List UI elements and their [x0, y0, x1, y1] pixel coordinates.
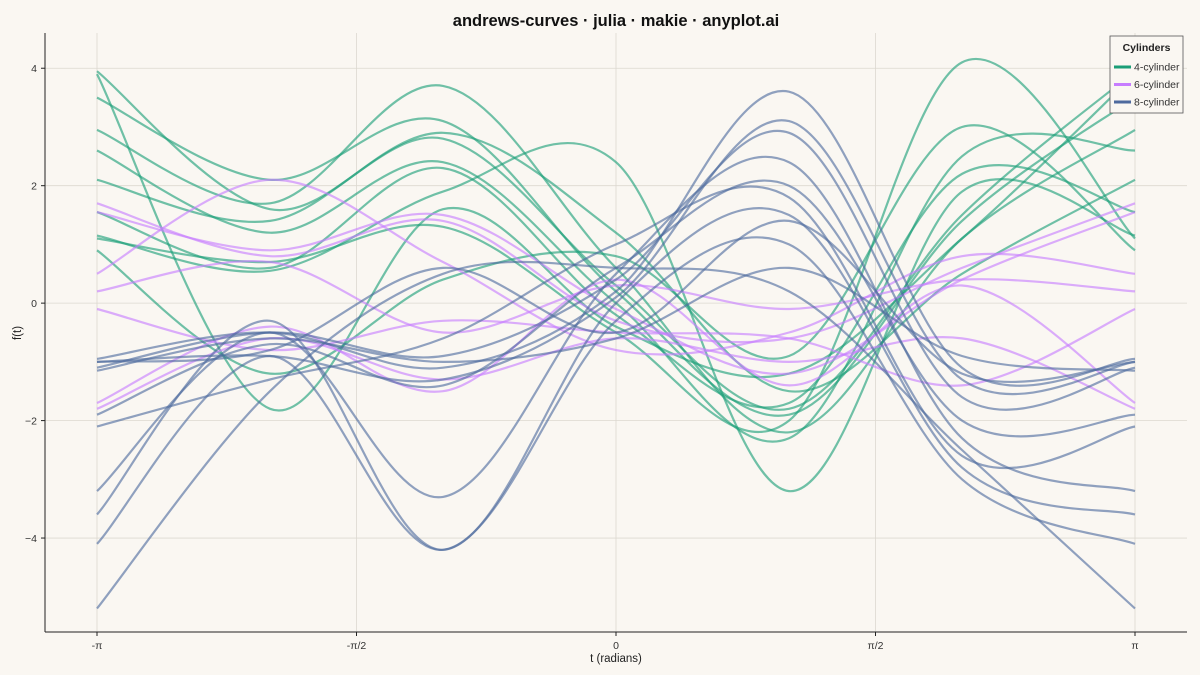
curve-8-cylinder-25 [96, 260, 1136, 610]
legend-title: Cylinders [1123, 42, 1171, 54]
x-tick-label-0: -π [92, 640, 103, 652]
legend-label-8-cylinder: 8-cylinder [1134, 97, 1180, 109]
y-tick-label-3: −2 [25, 416, 37, 428]
legend: Cylinders 4-cylinder 6-cylinder 8-cylinder [1109, 35, 1184, 114]
tick-labels: -π -π/2 0 π/2 π 4 2 0 −2 −4 [25, 63, 1139, 652]
x-tick-label-3: π/2 [867, 640, 883, 652]
x-tick-label-1: -π/2 [347, 640, 367, 652]
x-tick-label-2: 0 [613, 640, 619, 652]
curve-8-cylinder-22 [96, 155, 1136, 499]
x-axis-label: t (radians) [590, 653, 642, 665]
curve-6-cylinder-13 [96, 260, 1136, 334]
curves-layer [96, 58, 1136, 610]
curve-8-cylinder-24 [96, 236, 1136, 551]
curve-4-cylinder-7 [96, 73, 1136, 412]
y-tick-label-1: 2 [31, 181, 37, 193]
curve-4-cylinder-5 [96, 163, 1136, 409]
curve-4-cylinder-4 [96, 131, 1136, 393]
grid-lines [45, 33, 1187, 632]
y-axis-label: f(t) [12, 326, 24, 340]
x-tick-label-4: π [1131, 640, 1138, 652]
curve-8-cylinder-21 [96, 185, 1136, 469]
legend-label-4-cylinder: 4-cylinder [1134, 62, 1180, 74]
chart-title: andrews-curves · julia · makie · anyplot… [453, 12, 779, 30]
curve-4-cylinder-9 [96, 124, 1136, 375]
curve-4-cylinder-8 [96, 58, 1136, 434]
curve-8-cylinder-20 [96, 179, 1136, 438]
curve-8-cylinder-26 [96, 266, 1136, 372]
legend-items: 4-cylinder 6-cylinder 8-cylinder [1114, 62, 1180, 109]
y-tick-label-2: 0 [31, 298, 37, 310]
curve-8-cylinder-27 [96, 219, 1136, 383]
y-tick-label-4: −4 [25, 533, 37, 545]
legend-label-6-cylinder: 6-cylinder [1134, 79, 1180, 91]
curve-6-cylinder-12 [96, 178, 1136, 356]
y-tick-label-0: 4 [31, 63, 37, 75]
legend-box [1109, 35, 1184, 114]
